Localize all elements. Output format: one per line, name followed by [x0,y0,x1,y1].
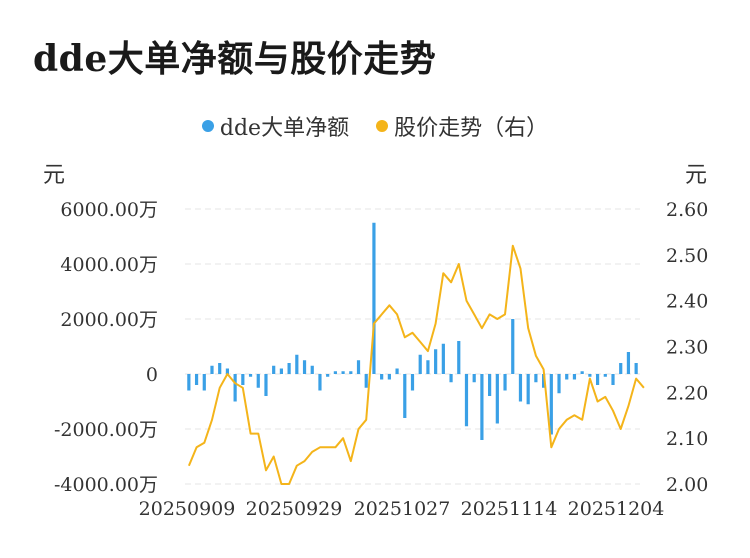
dde-bar [202,374,206,391]
dde-bar [511,319,515,374]
dde-bar [341,371,345,374]
dde-bar [349,371,353,374]
dde-bar [588,374,592,377]
dde-bar [318,374,322,391]
legend-item-dde[interactable]: dde大单净额 [201,110,350,142]
dde-bar [287,363,291,374]
dde-bar [542,374,546,388]
dde-bar [580,371,584,374]
left-tick-label: 0 [146,364,158,386]
dde-bar [248,374,253,377]
dde-bar [426,360,430,374]
dde-bar [495,374,499,424]
dde-bar [295,354,299,374]
dde-bar [326,374,330,377]
dde-bar [472,374,476,383]
right-tick-label: 2.30 [666,337,708,359]
dde-bar [395,368,399,374]
left-tick-label: 4000.00万 [60,254,158,276]
x-tick-label: 20250929 [246,498,343,520]
dde-bar [634,363,638,374]
dde-bar [403,374,407,418]
dde-bar [434,349,438,374]
legend-dot-blue-icon [201,120,214,132]
right-axis-unit: 元 [685,163,708,188]
dde-bar [187,374,191,391]
left-tick-label: 2000.00万 [60,309,158,331]
left-axis-unit: 元 [43,163,66,188]
left-tick-label: 6000.00万 [60,199,158,221]
dde-bar [364,374,368,388]
x-tick-label: 20251204 [568,498,665,520]
dde-bar [626,352,631,374]
right-tick-label: 2.20 [666,382,708,404]
dde-bar [503,374,507,391]
legend-label-dde: dde大单净额 [219,116,350,141]
dde-bar [464,374,469,427]
dde-bar [457,341,461,374]
right-tick-label: 2.40 [666,291,708,313]
dde-bar [218,363,222,374]
dde-bar [387,374,391,380]
dde-bar [372,222,376,374]
dde-bar [611,374,615,385]
right-tick-label: 2.50 [666,245,708,267]
dde-bar [595,374,600,385]
right-tick-label: 2.00 [666,474,708,496]
dde-bar [572,374,577,380]
dde-bar [603,374,607,377]
x-tick-label: 20250909 [139,498,236,520]
dde-bar [449,374,453,383]
chart-title: dde大单净额与股价走势 [33,38,437,80]
dde-bar [333,371,337,374]
legend-label-price: 股价走势（右） [394,116,549,141]
left-tick-label: -4000.00万 [54,474,158,496]
dde-bar [565,374,569,380]
dde-bar [210,365,214,374]
dde-bar [534,374,538,383]
dde-bar [241,374,245,385]
dde-bar [256,374,260,388]
dde-bar [233,374,237,402]
dde-bar [418,354,422,374]
dde-bar [225,368,230,374]
dde-bar [557,374,561,394]
dde-bar [194,374,199,385]
x-tick-label: 20251114 [461,498,558,520]
left-tick-label: -2000.00万 [54,419,158,441]
dde-bar [526,374,530,405]
dde-bar [279,368,283,374]
dde-bar [441,343,445,374]
legend-dot-orange-icon [376,120,389,132]
x-tick-label: 20251027 [354,498,451,520]
dde-bar [488,374,492,396]
right-tick-label: 2.10 [666,428,708,450]
right-tick-label: 2.60 [666,199,708,221]
dde-bar [264,374,268,396]
dde-bar [302,360,307,374]
dde-bar [380,374,384,380]
dde-bar [518,374,523,402]
legend-item-price[interactable]: 股价走势（右） [376,110,548,142]
dde-bar [410,374,415,391]
dde-bar [272,365,276,374]
dde-bar [549,374,553,435]
dde-bar [356,360,361,374]
price-line [187,244,645,485]
dde-bar [480,374,484,440]
legend: dde大单净额 股价走势（右） [0,110,750,142]
dde-bar [310,365,314,374]
dde-bar [619,363,623,374]
